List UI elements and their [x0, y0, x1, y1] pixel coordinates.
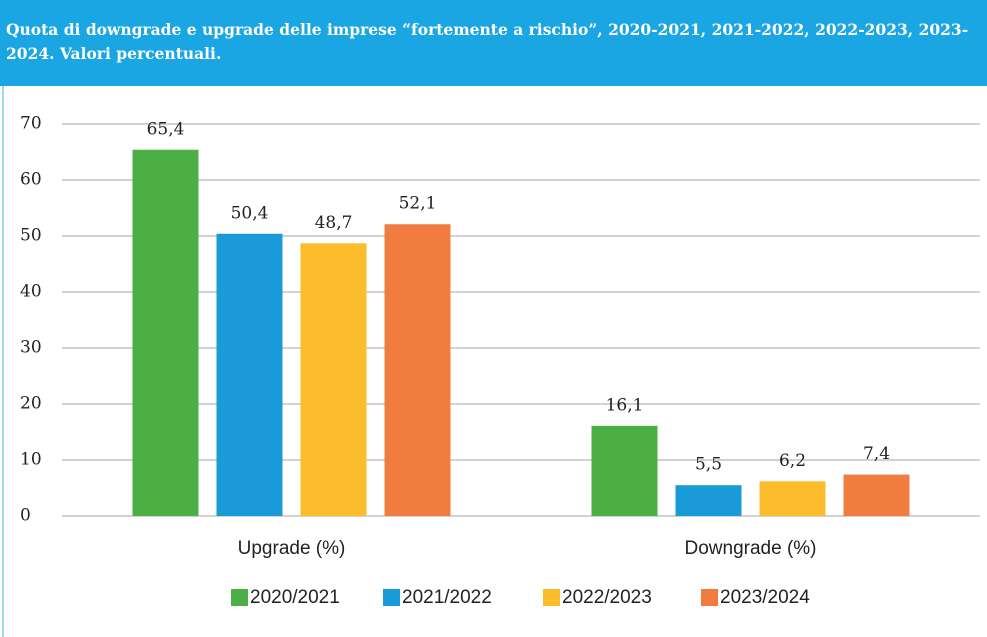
bar	[300, 243, 367, 516]
y-tick-label: 20	[20, 394, 42, 414]
legend-label: 2020/2021	[250, 587, 340, 608]
y-tick-label: 40	[20, 282, 42, 302]
legend-swatch	[383, 589, 400, 606]
bar	[843, 474, 910, 516]
data-label: 16,1	[606, 395, 644, 415]
data-label: 50,4	[231, 203, 269, 223]
x-tick-label: Downgrade (%)	[685, 538, 817, 559]
frame-line	[2, 86, 4, 637]
bar	[675, 485, 742, 516]
data-label: 65,4	[147, 119, 185, 139]
y-tick-label: 10	[20, 450, 42, 470]
legend-label: 2021/2022	[402, 587, 492, 608]
y-tick-label: 70	[20, 114, 42, 134]
legend-label: 2022/2023	[562, 587, 652, 608]
data-label: 5,5	[695, 455, 722, 475]
data-label: 6,2	[779, 451, 806, 471]
bar	[591, 425, 658, 516]
legend-swatch	[231, 589, 248, 606]
legend-swatch	[543, 589, 560, 606]
y-tick-label: 30	[20, 338, 42, 358]
bar	[759, 481, 826, 516]
data-label: 7,4	[863, 444, 890, 464]
bar	[216, 233, 283, 516]
x-tick-label: Upgrade (%)	[238, 538, 346, 559]
data-label: 48,7	[315, 213, 353, 233]
y-tick-label: 0	[20, 506, 31, 526]
legend-label: 2023/2024	[720, 587, 810, 608]
chart-title: Quota di downgrade e upgrade delle impre…	[0, 0, 987, 86]
legend-swatch	[701, 589, 718, 606]
data-label: 52,1	[399, 194, 437, 214]
y-tick-label: 60	[20, 170, 42, 190]
y-tick-label: 50	[20, 226, 42, 246]
bar	[384, 224, 451, 517]
bar	[132, 149, 199, 516]
